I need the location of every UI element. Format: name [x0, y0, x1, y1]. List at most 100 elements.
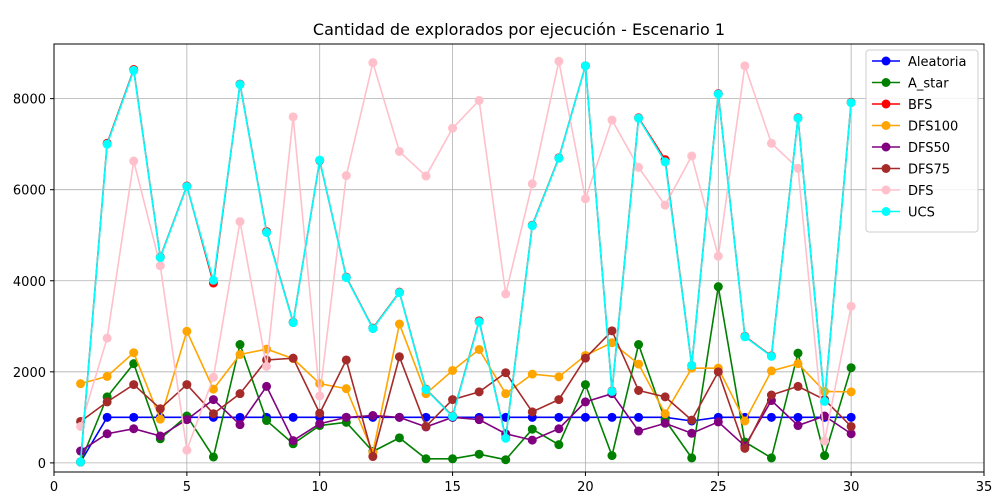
data-point — [766, 138, 776, 148]
data-point — [846, 301, 856, 311]
legend-swatch-marker — [881, 99, 891, 109]
data-point — [634, 426, 644, 436]
data-point — [820, 451, 830, 461]
data-point — [394, 146, 404, 156]
legend-swatch-marker — [881, 164, 891, 173]
legend-box — [865, 49, 979, 233]
data-point — [501, 389, 511, 399]
series-dfs100 — [76, 319, 856, 457]
data-point — [129, 424, 139, 434]
data-point — [660, 200, 670, 210]
series-line — [80, 384, 852, 452]
data-point — [129, 65, 139, 75]
data-point — [820, 386, 830, 396]
x-tick-label: 30 — [843, 480, 860, 495]
y-tick-label: 8000 — [13, 93, 46, 108]
data-point — [129, 156, 139, 166]
data-point — [102, 397, 112, 407]
data-point — [235, 350, 245, 360]
x-axis: 0 5 10 15 20 25 30 35 — [50, 472, 992, 495]
data-point — [315, 155, 325, 165]
data-point — [766, 351, 776, 361]
series-dfs — [76, 56, 856, 455]
data-point — [766, 453, 776, 463]
data-point — [820, 396, 830, 406]
data-point — [793, 359, 803, 369]
data-point — [474, 345, 484, 355]
data-point — [846, 363, 856, 373]
legend-swatch-marker — [881, 185, 891, 195]
data-point — [687, 360, 697, 370]
data-point — [368, 58, 378, 68]
x-tick-label: 0 — [50, 480, 58, 495]
data-point — [341, 171, 351, 181]
data-point — [288, 353, 298, 363]
data-point — [129, 348, 139, 358]
data-point — [607, 115, 617, 125]
data-point — [421, 421, 431, 431]
series-dfs50 — [76, 381, 856, 456]
data-point — [660, 392, 670, 402]
data-point — [421, 171, 431, 181]
data-point — [341, 412, 351, 422]
data-point — [634, 340, 644, 350]
data-point — [368, 324, 378, 334]
legend-item: DFS50 — [872, 141, 950, 156]
legend-item: Aleatoria — [872, 55, 966, 70]
legend-item: DFS — [872, 184, 934, 199]
data-point — [155, 261, 165, 271]
data-point — [580, 397, 590, 407]
data-point — [687, 151, 697, 161]
data-point — [554, 56, 564, 66]
data-point — [766, 390, 776, 400]
data-point — [846, 387, 856, 397]
data-point — [527, 179, 537, 189]
data-point — [793, 348, 803, 358]
data-point — [394, 433, 404, 443]
data-point — [740, 443, 750, 453]
data-point — [288, 436, 298, 446]
data-point — [607, 386, 617, 396]
x-tick-label: 35 — [976, 480, 993, 495]
data-point — [607, 326, 617, 336]
data-point — [341, 355, 351, 365]
x-tick-label: 20 — [577, 480, 594, 495]
data-point — [554, 395, 564, 405]
legend-item: A_star — [872, 77, 949, 92]
data-point — [155, 414, 165, 424]
data-point — [448, 454, 458, 464]
data-point — [235, 420, 245, 430]
grid — [53, 44, 985, 472]
data-point — [766, 366, 776, 376]
data-point — [448, 123, 458, 133]
data-point — [288, 412, 298, 422]
y-axis: 0 2000 4000 6000 8000 — [13, 93, 54, 472]
data-point — [554, 412, 564, 422]
data-point — [394, 288, 404, 298]
data-point — [394, 412, 404, 422]
data-point — [182, 326, 192, 336]
data-point — [208, 275, 218, 285]
data-point — [580, 380, 590, 390]
data-point — [394, 319, 404, 329]
data-point — [102, 412, 112, 422]
legend-label: A_star — [908, 77, 949, 92]
data-point — [129, 412, 139, 422]
legend-item: UCS — [872, 206, 935, 221]
data-point — [315, 419, 325, 429]
data-point — [315, 391, 325, 401]
data-point — [262, 228, 272, 238]
data-point — [129, 359, 139, 369]
data-point — [846, 412, 856, 422]
data-point — [155, 253, 165, 263]
data-point — [580, 194, 590, 204]
data-point — [76, 457, 86, 467]
data-point — [501, 368, 511, 378]
data-point — [474, 415, 484, 425]
legend-label: DFS — [908, 184, 934, 199]
data-point — [262, 416, 272, 426]
data-point — [182, 182, 192, 192]
legend-swatch-marker — [881, 121, 891, 130]
data-point — [155, 404, 165, 414]
series-a-star — [76, 282, 856, 467]
